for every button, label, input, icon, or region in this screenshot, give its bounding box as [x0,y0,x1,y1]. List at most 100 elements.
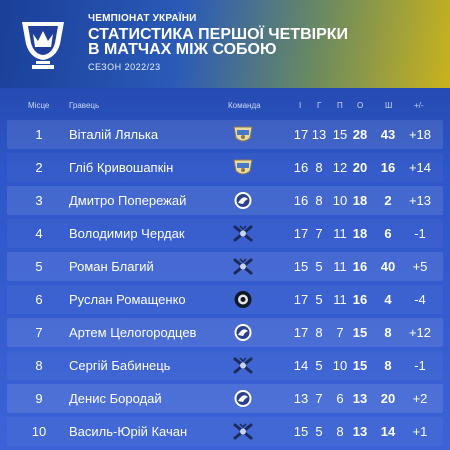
table-row: 4 Володимир Чердак 17 7 11 18 6 -1 [0,217,450,250]
player-name: Гліб Кривошапкін [69,160,174,175]
team-crest-beige-icon [232,125,254,144]
row-background [7,318,443,347]
plus-minus: +12 [408,325,432,340]
row-background [7,153,443,182]
penalty-minutes: 40 [380,259,396,274]
points: 15 [352,358,368,373]
col-p: П [337,101,343,110]
table-row: 2 Гліб Кривошапкін 16 8 12 20 16 +14 [0,151,450,184]
goals: 13 [311,127,327,142]
rank: 5 [35,259,43,274]
player-name: Віталій Лялька [69,127,159,142]
col-o: О [357,101,364,110]
games: 17 [293,325,309,340]
plus-minus: +5 [412,259,428,274]
assists: 11 [333,259,347,274]
penalty-minutes: 8 [384,325,392,340]
row-background [7,120,443,149]
team-crest-crossed-sticks-icon [232,422,254,441]
games: 17 [293,127,309,142]
points: 20 [352,160,368,175]
col-rank: Місце [28,101,50,110]
goals: 8 [315,160,323,175]
games: 17 [293,292,309,307]
games: 16 [293,160,309,175]
player-name: Дмитро Попережай [69,193,187,208]
goals: 8 [315,325,323,340]
row-background [7,219,443,248]
penalty-minutes: 16 [380,160,396,175]
penalty-minutes: 4 [384,292,392,307]
row-background [7,384,443,413]
player-name: Сергій Бабинець [69,358,171,373]
games: 15 [293,259,309,274]
penalty-minutes: 20 [380,391,396,406]
points: 13 [352,391,368,406]
rank: 4 [35,226,43,241]
title-line-1: СТАТИСТИКА ПЕРШОЇ ЧЕТВІРКИ [88,26,348,43]
table-row: 5 Роман Благий 15 5 11 16 40 +5 [0,250,450,283]
games: 15 [293,424,309,439]
rank: 9 [35,391,43,406]
goals: 8 [315,193,323,208]
col-g: Г [317,101,322,110]
player-name: Руслан Ромащенко [69,292,186,307]
points: 16 [352,259,368,274]
table-row: 1 Віталій Лялька 17 13 15 28 43 +18 [0,118,450,151]
plus-minus: +2 [412,391,428,406]
stats-table: 1 Віталій Лялька 17 13 15 28 43 +18 2 Гліб Кривош… [0,118,450,448]
rank: 10 [31,424,47,439]
penalty-minutes: 14 [380,424,396,439]
rank: 8 [35,358,43,373]
games: 14 [293,358,309,373]
plus-minus: -1 [414,358,426,373]
assists: 11 [333,292,347,307]
row-background [7,417,443,446]
col-pm: +/- [414,101,424,110]
goals: 7 [315,391,323,406]
team-crest-round-blue-icon [232,191,254,210]
points: 28 [352,127,368,142]
team-crest-round-blue-icon [232,323,254,342]
col-sh: Ш [385,101,393,110]
league-trophy-logo-icon [22,22,64,69]
table-row: 8 Сергій Бабинець 14 5 10 15 8 -1 [0,349,450,382]
rank: 3 [35,193,43,208]
goals: 5 [315,292,323,307]
goals: 5 [315,259,323,274]
plus-minus: -4 [414,292,426,307]
row-background [7,285,443,314]
points: 18 [352,193,368,208]
player-name: Роман Благий [69,259,154,274]
page-title: СТАТИСТИКА ПЕРШОЇ ЧЕТВІРКИ В МАТЧАХ МІЖ … [88,26,428,58]
penalty-minutes: 6 [384,226,392,241]
assists: 8 [336,424,344,439]
goals: 5 [315,358,323,373]
points: 16 [352,292,368,307]
points: 15 [352,325,368,340]
assists: 10 [332,193,348,208]
season-label: СЕЗОН 2022/23 [88,62,161,72]
plus-minus: +1 [412,424,428,439]
points: 18 [352,226,368,241]
goals: 7 [315,226,323,241]
penalty-minutes: 8 [384,358,392,373]
plus-minus: +14 [408,160,432,175]
assists: 15 [332,127,348,142]
rank: 1 [35,127,43,142]
player-name: Володимир Чердак [69,226,185,241]
table-row: 7 Артем Целогородцев 17 8 7 15 8 +12 [0,316,450,349]
team-crest-crossed-sticks-icon [232,224,254,243]
rank: 2 [35,160,43,175]
games: 16 [293,193,309,208]
col-player: Гравець [69,101,100,110]
column-headers: Місце Гравець Команда І Г П О Ш +/- [0,98,450,112]
player-name: Василь-Юрій Качан [69,424,188,439]
goals: 5 [315,424,323,439]
table-row: 3 Дмитро Попережай 16 8 10 18 2 +13 [0,184,450,217]
row-background [7,186,443,215]
rank: 7 [35,325,43,340]
points: 13 [352,424,368,439]
team-crest-round-blue-icon [232,389,254,408]
col-team: Команда [228,101,261,110]
